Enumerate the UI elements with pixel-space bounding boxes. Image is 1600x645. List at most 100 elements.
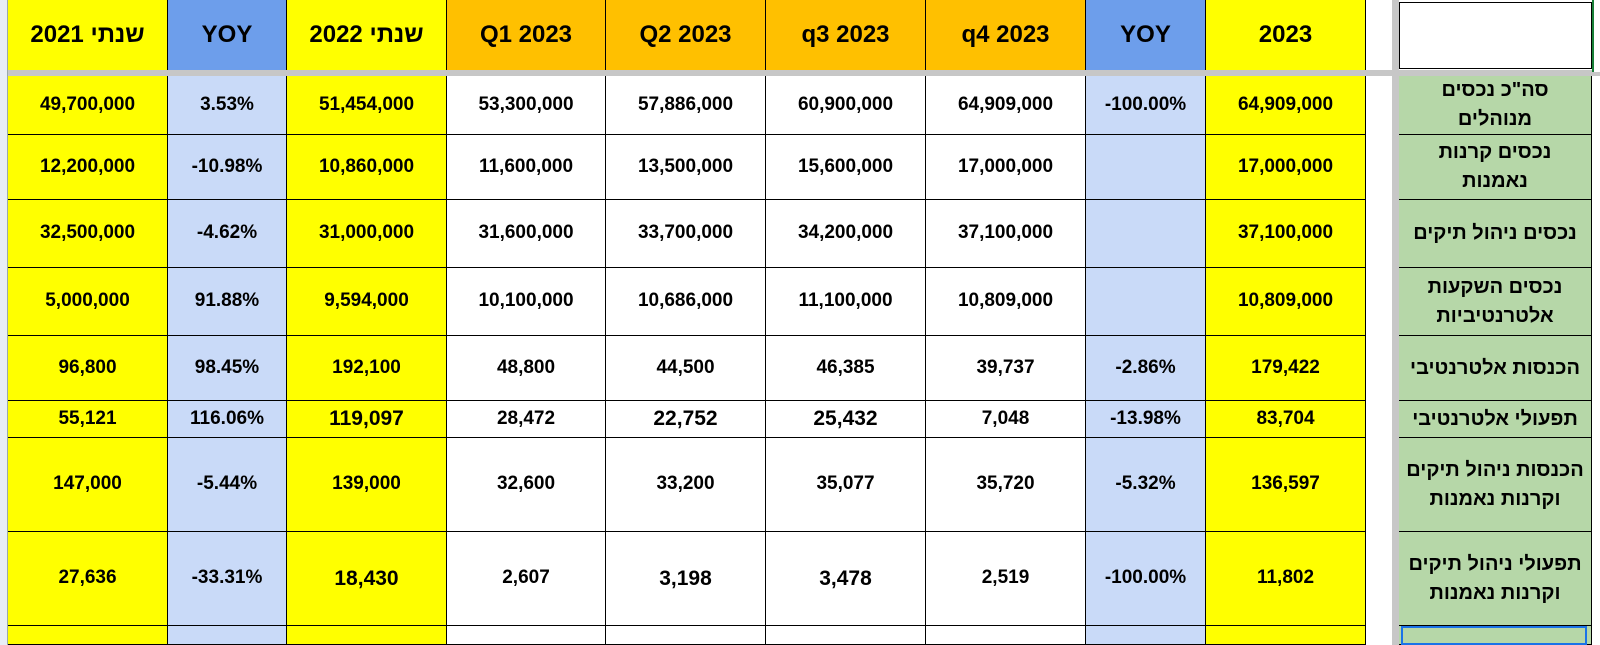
table-cell[interactable]: 10,809,000 <box>1206 268 1366 336</box>
table-cell[interactable]: 34,200,000 <box>766 200 926 268</box>
row-label[interactable]: סה"כ נכסים מנוהלים <box>1399 76 1592 135</box>
table-cell[interactable]: 119,097 <box>287 401 447 438</box>
row-label[interactable]: תפעולי ניהול תיקים וקרנות נאמנות <box>1399 532 1592 626</box>
table-cell[interactable]: -5.32% <box>1086 438 1206 532</box>
table-cell[interactable] <box>766 626 926 645</box>
table-cell[interactable]: 37,100,000 <box>926 200 1086 268</box>
column-header[interactable]: שנתי 2022 <box>287 0 447 70</box>
table-cell[interactable]: 39,737 <box>926 336 1086 401</box>
table-cell[interactable]: -2.86% <box>1086 336 1206 401</box>
table-cell[interactable]: 10,809,000 <box>926 268 1086 336</box>
table-cell[interactable]: 57,886,000 <box>606 76 766 135</box>
table-cell[interactable] <box>1086 200 1206 268</box>
table-cell[interactable]: 51,454,000 <box>287 76 447 135</box>
table-cell[interactable] <box>606 626 766 645</box>
table-cell[interactable] <box>1206 626 1366 645</box>
table-cell[interactable]: 91.88% <box>168 268 287 336</box>
empty-header-cell[interactable] <box>1399 2 1592 69</box>
table-cell[interactable] <box>287 626 447 645</box>
table-cell[interactable]: 2,519 <box>926 532 1086 626</box>
table-cell[interactable]: 192,100 <box>287 336 447 401</box>
row-label[interactable]: נכסים השקעות אלטרנטיביות <box>1399 268 1592 336</box>
table-cell[interactable]: 11,802 <box>1206 532 1366 626</box>
table-cell[interactable]: -33.31% <box>168 532 287 626</box>
table-cell[interactable]: 49,700,000 <box>8 76 168 135</box>
table-cell[interactable]: 53,300,000 <box>447 76 606 135</box>
column-header[interactable]: YOY <box>1086 0 1206 70</box>
table-cell[interactable]: 46,385 <box>766 336 926 401</box>
row-label[interactable]: הכנסות אלטרנטיבי <box>1399 336 1592 401</box>
table-cell[interactable]: 32,600 <box>447 438 606 532</box>
table-cell[interactable]: 33,700,000 <box>606 200 766 268</box>
table-cell[interactable]: 25,432 <box>766 401 926 438</box>
table-cell[interactable]: 48,800 <box>447 336 606 401</box>
table-cell[interactable]: 9,594,000 <box>287 268 447 336</box>
column-header[interactable]: שנתי 2021 <box>8 0 168 70</box>
table-cell[interactable]: 31,000,000 <box>287 200 447 268</box>
table-cell[interactable]: -4.62% <box>168 200 287 268</box>
table-cell[interactable]: 147,000 <box>8 438 168 532</box>
table-cell[interactable]: 116.06% <box>168 401 287 438</box>
table-cell[interactable] <box>8 626 168 645</box>
row-label[interactable]: הכנסות ניהול תיקים וקרנות נאמנות <box>1399 438 1592 532</box>
table-cell[interactable]: 27,636 <box>8 532 168 626</box>
table-cell[interactable]: 10,860,000 <box>287 135 447 200</box>
table-cell[interactable]: 5,000,000 <box>8 268 168 336</box>
table-cell[interactable]: 31,600,000 <box>447 200 606 268</box>
table-cell[interactable]: 179,422 <box>1206 336 1366 401</box>
table-cell[interactable]: -100.00% <box>1086 76 1206 135</box>
table-cell[interactable]: 60,900,000 <box>766 76 926 135</box>
table-cell[interactable]: 35,077 <box>766 438 926 532</box>
table-cell[interactable]: 96,800 <box>8 336 168 401</box>
table-cell[interactable]: 83,704 <box>1206 401 1366 438</box>
table-cell[interactable] <box>1086 626 1206 645</box>
table-cell[interactable]: 98.45% <box>168 336 287 401</box>
table-cell[interactable]: 12,200,000 <box>8 135 168 200</box>
table-cell[interactable] <box>447 626 606 645</box>
column-header[interactable]: YOY <box>168 0 287 70</box>
table-cell[interactable]: 139,000 <box>287 438 447 532</box>
table-cell[interactable]: 136,597 <box>1206 438 1366 532</box>
table-cell[interactable]: 35,720 <box>926 438 1086 532</box>
table-cell[interactable]: 3,478 <box>766 532 926 626</box>
table-cell[interactable] <box>1086 268 1206 336</box>
table-cell[interactable]: 18,430 <box>287 532 447 626</box>
row-label[interactable]: נכסים ניהול תיקים <box>1399 200 1592 268</box>
table-cell[interactable]: 11,600,000 <box>447 135 606 200</box>
table-cell[interactable]: 28,472 <box>447 401 606 438</box>
table-cell[interactable]: -13.98% <box>1086 401 1206 438</box>
table-cell[interactable]: 37,100,000 <box>1206 200 1366 268</box>
table-cell[interactable]: 17,000,000 <box>1206 135 1366 200</box>
column-header[interactable]: Q1 2023 <box>447 0 606 70</box>
selected-cell-outline[interactable] <box>1401 626 1587 645</box>
table-cell[interactable]: 64,909,000 <box>1206 76 1366 135</box>
table-cell[interactable]: -100.00% <box>1086 532 1206 626</box>
table-cell[interactable]: 33,200 <box>606 438 766 532</box>
table-cell[interactable]: 10,100,000 <box>447 268 606 336</box>
table-cell[interactable]: 64,909,000 <box>926 76 1086 135</box>
row-label[interactable]: תפעולי אלטרנטיבי <box>1399 401 1592 438</box>
table-cell[interactable]: 44,500 <box>606 336 766 401</box>
table-cell[interactable]: 32,500,000 <box>8 200 168 268</box>
column-header[interactable]: Q2 2023 <box>606 0 766 70</box>
table-cell[interactable]: 10,686,000 <box>606 268 766 336</box>
table-cell[interactable]: 13,500,000 <box>606 135 766 200</box>
column-header[interactable]: q4 2023 <box>926 0 1086 70</box>
row-label[interactable]: נכסים קרנות נאמנות <box>1399 135 1592 200</box>
table-cell[interactable]: 55,121 <box>8 401 168 438</box>
table-cell[interactable] <box>926 626 1086 645</box>
table-cell[interactable]: -5.44% <box>168 438 287 532</box>
table-cell[interactable]: 3.53% <box>168 76 287 135</box>
table-cell[interactable]: 2,607 <box>447 532 606 626</box>
table-cell[interactable]: 11,100,000 <box>766 268 926 336</box>
table-cell[interactable] <box>168 626 287 645</box>
table-cell[interactable]: 22,752 <box>606 401 766 438</box>
table-cell[interactable]: 7,048 <box>926 401 1086 438</box>
table-cell[interactable]: 15,600,000 <box>766 135 926 200</box>
table-cell[interactable]: 3,198 <box>606 532 766 626</box>
column-header[interactable]: q3 2023 <box>766 0 926 70</box>
column-header[interactable]: 2023 <box>1206 0 1366 70</box>
table-cell[interactable]: -10.98% <box>168 135 287 200</box>
table-cell[interactable]: 17,000,000 <box>926 135 1086 200</box>
table-cell[interactable] <box>1086 135 1206 200</box>
